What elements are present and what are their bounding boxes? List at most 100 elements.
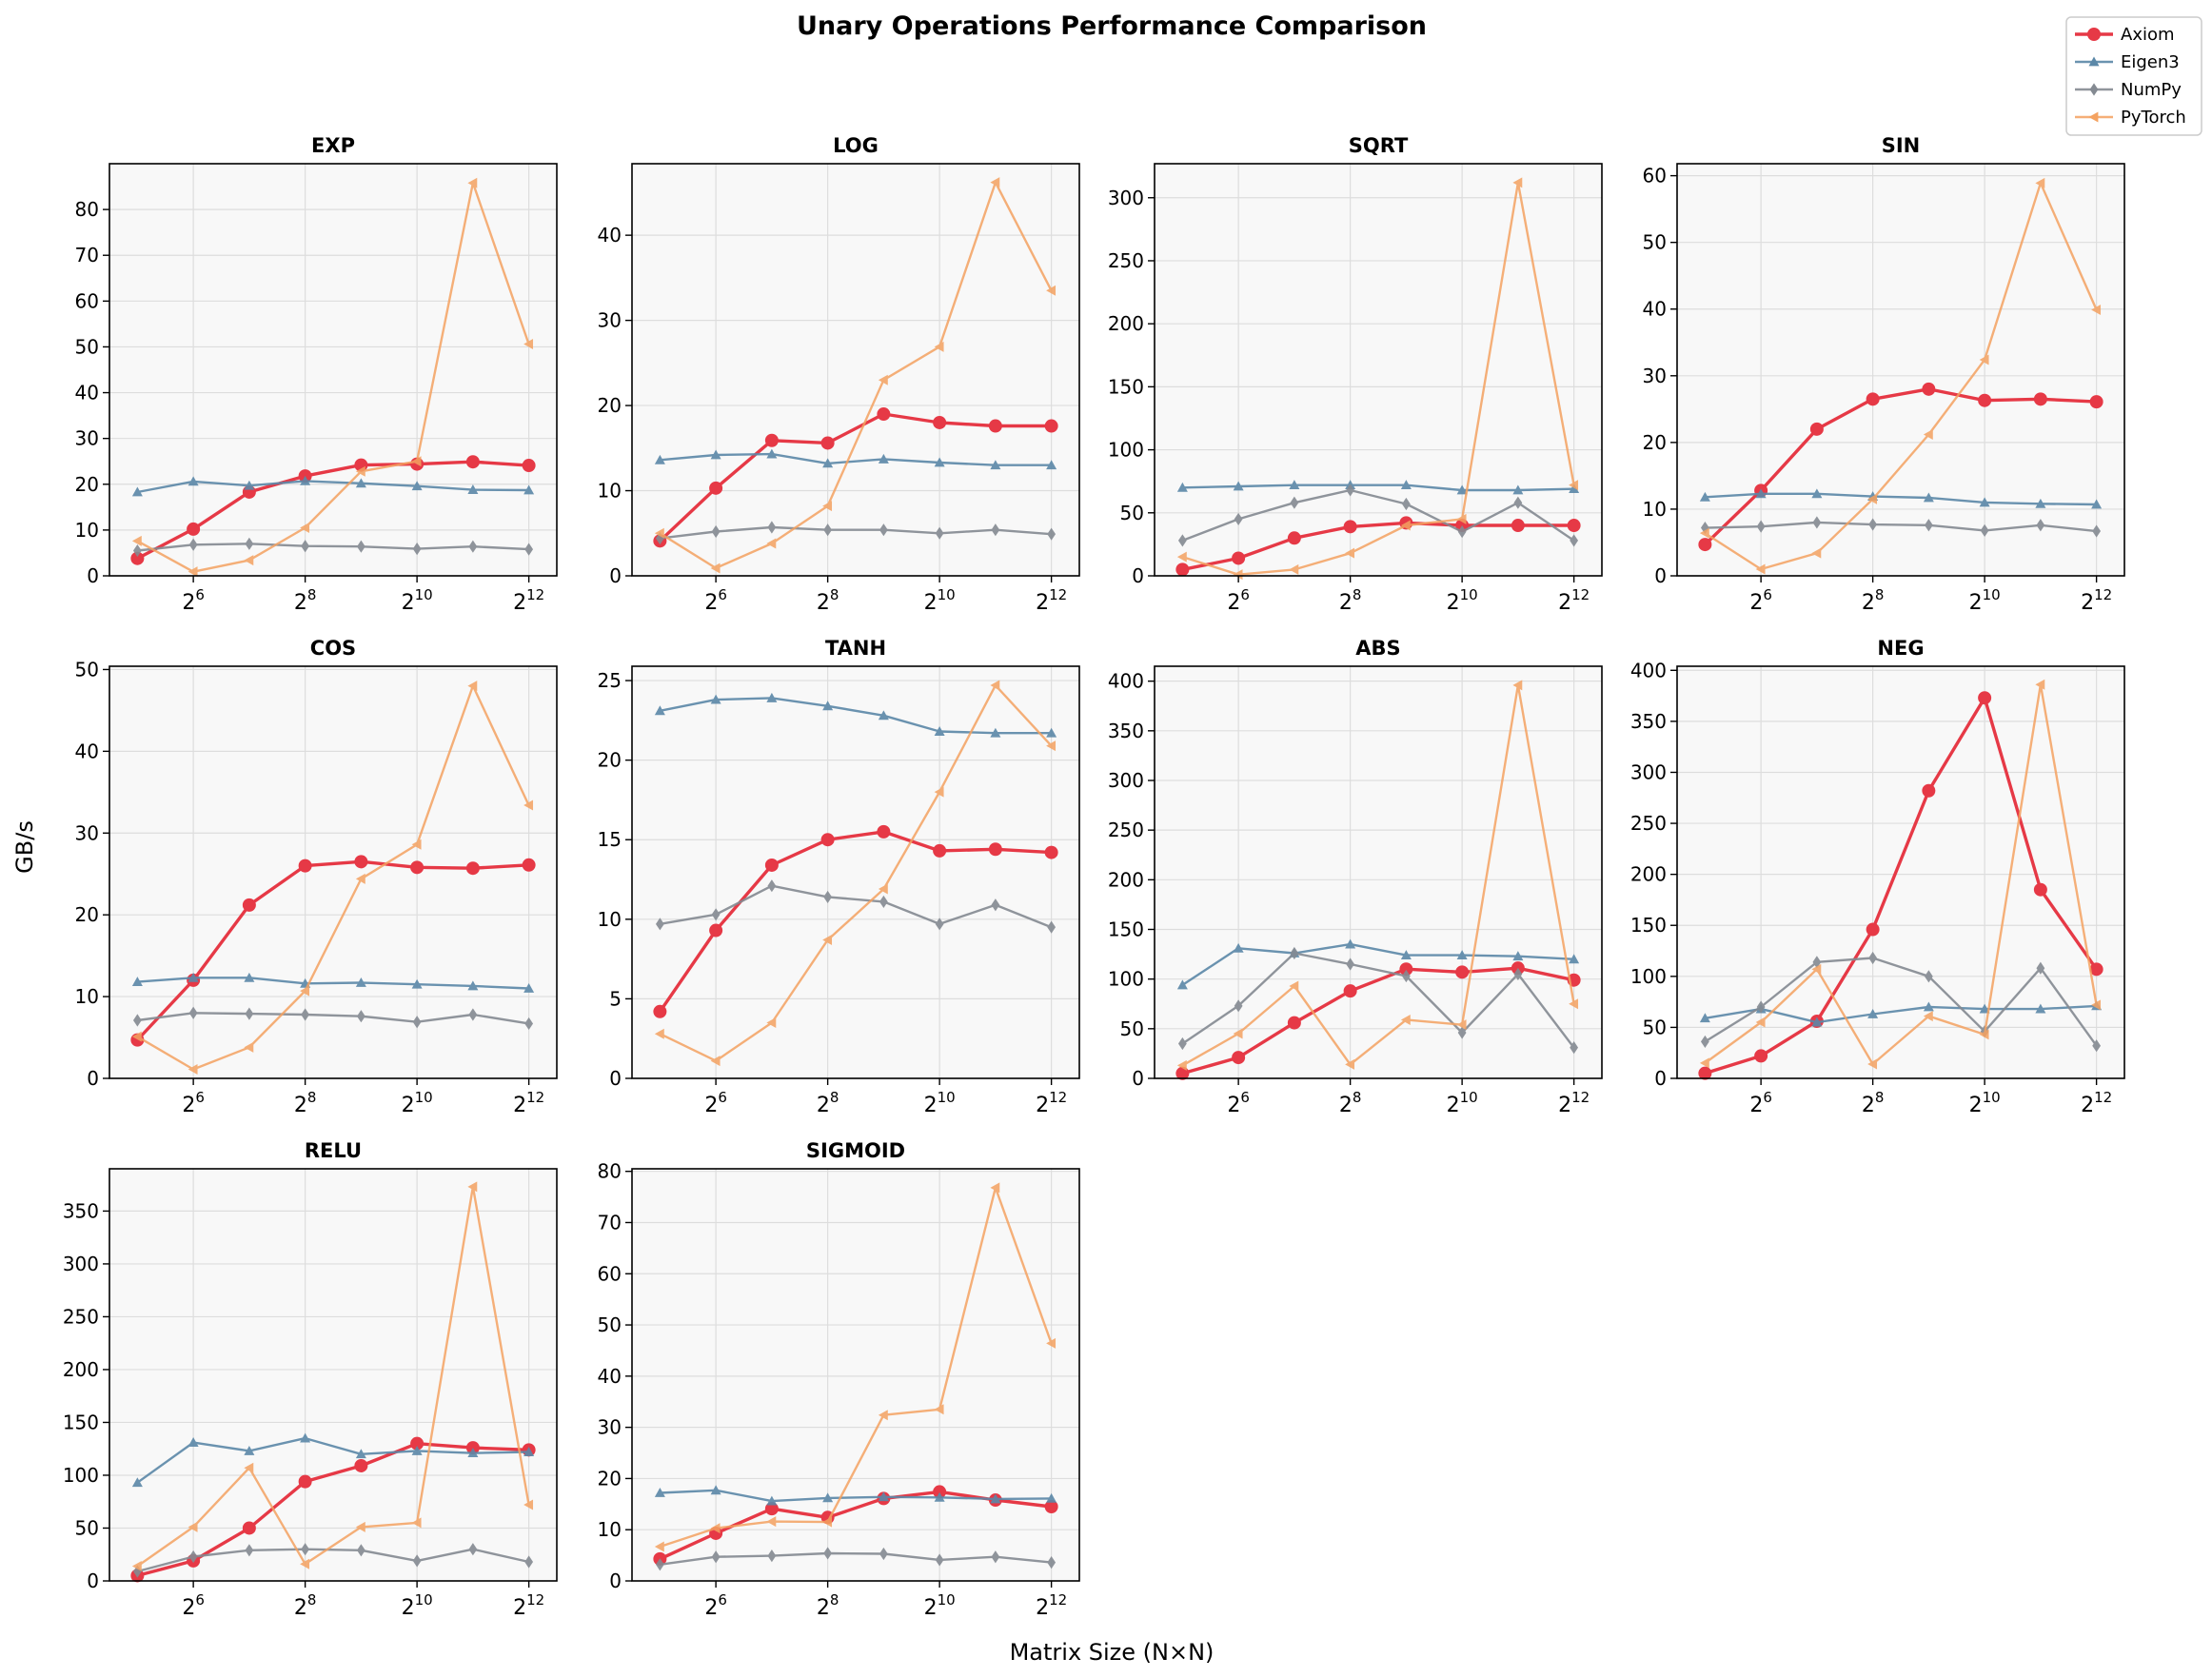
data-point [1289, 563, 1299, 575]
y-tick-label: 80 [598, 1160, 622, 1183]
data-point [188, 476, 199, 486]
x-tick-label: 26 [182, 1089, 205, 1117]
axes-frame [1676, 163, 2125, 577]
data-point [1868, 951, 1878, 965]
series-line [1704, 387, 2097, 546]
subplot-sqrt: 0 50 100 150 200 250 300 26 28 210 212 SQRT [1108, 134, 1603, 615]
x-tick-label: 212 [1036, 586, 1067, 615]
y-tick-label: 40 [75, 740, 99, 762]
data-point [879, 523, 888, 537]
series-pytorch [654, 680, 1057, 1067]
x-tick-label: 26 [704, 1591, 727, 1620]
y-tick-label: 10 [75, 985, 99, 1008]
series-eigen3 [131, 475, 535, 497]
data-point [188, 1437, 199, 1447]
x-tick-label: 212 [1558, 1089, 1590, 1117]
data-point [820, 833, 835, 847]
data-point [523, 1447, 535, 1456]
data-point [242, 1521, 256, 1535]
y-tick-label: 50 [1643, 1016, 1667, 1038]
data-point [1756, 520, 1766, 533]
data-point [934, 1404, 944, 1415]
data-point [2036, 961, 2045, 975]
data-point [2089, 962, 2103, 977]
data-point [878, 1410, 888, 1421]
series-line [1704, 683, 2098, 1066]
data-point [1400, 520, 1411, 531]
y-tick-label: 300 [1108, 769, 1144, 792]
series-line [137, 1012, 529, 1025]
data-point [1570, 534, 1579, 547]
data-point [1290, 946, 1299, 960]
data-point [766, 692, 778, 702]
data-point [355, 977, 366, 987]
data-point [1232, 551, 1246, 565]
data-point [1812, 516, 1822, 529]
data-point [1867, 1058, 1878, 1070]
legend-entry-pytorch: PyTorch [2075, 108, 2186, 128]
y-tick-label: 40 [75, 382, 99, 405]
x-tick-label: 210 [1447, 586, 1478, 615]
data-point [654, 1541, 664, 1552]
data-point [1345, 1058, 1355, 1070]
data-point [767, 879, 777, 893]
y-tick-label: 250 [1630, 812, 1667, 835]
axes-frame [631, 163, 1080, 577]
data-point [1512, 177, 1523, 188]
figure-title: Unary Operations Performance Comparison [797, 11, 1427, 41]
data-point [934, 457, 945, 467]
subplot-title: EXP [311, 134, 355, 157]
x-tick-label: 28 [294, 1089, 317, 1117]
data-point [2033, 882, 2047, 897]
data-point [820, 436, 835, 450]
data-point [654, 1487, 665, 1497]
data-point [2035, 679, 2045, 690]
data-point [934, 786, 944, 798]
data-point [1290, 496, 1299, 509]
data-point [1924, 519, 1933, 532]
data-point [2091, 499, 2103, 509]
data-point [878, 883, 888, 895]
data-point [522, 459, 536, 473]
y-tick-label: 350 [1630, 710, 1667, 733]
data-point [1234, 512, 1243, 526]
y-tick-label: 30 [75, 821, 99, 844]
subplot-neg: 0 50 100 150 200 250 300 350 400 26 28 210 212 NEG [1630, 637, 2125, 1117]
plot-area [1677, 164, 2124, 576]
series-eigen3 [654, 1485, 1057, 1506]
series-line [659, 412, 1052, 543]
data-point [188, 972, 199, 982]
data-point [711, 908, 721, 921]
data-point [301, 1543, 310, 1556]
y-tick-label: 5 [609, 987, 622, 1010]
data-point [523, 339, 534, 350]
data-point [764, 433, 779, 447]
data-point [356, 1010, 365, 1023]
data-point [823, 890, 833, 904]
y-tick-label: 400 [1630, 659, 1667, 681]
data-point [467, 1181, 478, 1193]
data-point [1569, 480, 1579, 491]
data-point [411, 1445, 423, 1455]
data-point [710, 563, 721, 574]
y-tick-label: 20 [1643, 431, 1667, 454]
data-point [524, 1555, 534, 1569]
y-tick-label: 0 [87, 564, 99, 587]
y-tick-label: 300 [63, 1253, 99, 1275]
x-tick-label: 210 [402, 586, 433, 615]
data-point [1046, 285, 1057, 296]
data-point [1700, 1035, 1709, 1049]
data-point [934, 1491, 945, 1502]
data-point [1980, 523, 1989, 537]
series-pytorch [1176, 177, 1579, 581]
data-point [1456, 1019, 1467, 1031]
y-tick-label: 50 [1120, 502, 1144, 524]
series-line [136, 684, 530, 1071]
data-point [654, 527, 664, 539]
data-point [1699, 491, 1710, 502]
data-point [655, 918, 664, 931]
data-point [1811, 547, 1822, 559]
data-point [2035, 498, 2046, 508]
data-point [1755, 1017, 1766, 1028]
